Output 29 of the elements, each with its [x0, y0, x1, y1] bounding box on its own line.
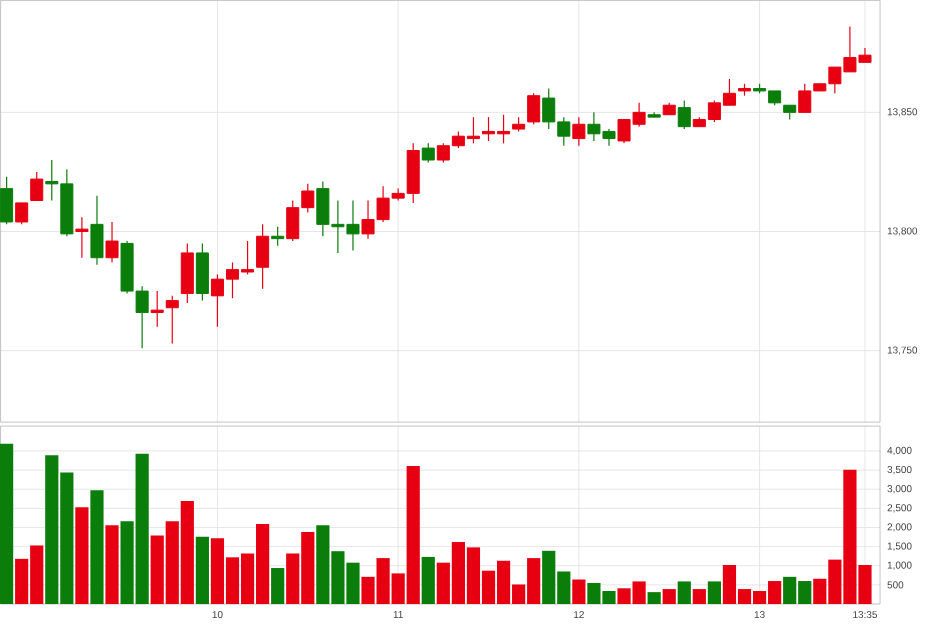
bar — [271, 567, 285, 604]
candlestick — [150, 290, 164, 328]
candlestick — [527, 92, 541, 125]
candlestick — [165, 294, 179, 344]
bar — [195, 536, 209, 604]
candlestick — [572, 116, 586, 146]
bar — [0, 443, 14, 604]
candlestick — [195, 242, 209, 301]
bar — [647, 591, 661, 604]
candlestick — [677, 99, 691, 130]
bar — [572, 579, 586, 604]
bar — [707, 581, 721, 604]
bar — [421, 556, 435, 604]
candlestick — [75, 216, 89, 258]
candlestick — [30, 170, 44, 201]
bar — [105, 524, 119, 604]
bar — [692, 588, 706, 604]
candlestick — [271, 225, 285, 247]
candlestick — [0, 175, 14, 225]
bar — [90, 490, 104, 604]
candlestick — [15, 201, 29, 225]
candlestick — [180, 242, 194, 304]
candlestick — [421, 142, 435, 163]
bar — [662, 588, 676, 604]
bar — [677, 581, 691, 604]
candlestick — [90, 194, 104, 266]
candlestick — [256, 223, 270, 289]
candlestick — [105, 221, 119, 263]
bar — [75, 506, 89, 604]
